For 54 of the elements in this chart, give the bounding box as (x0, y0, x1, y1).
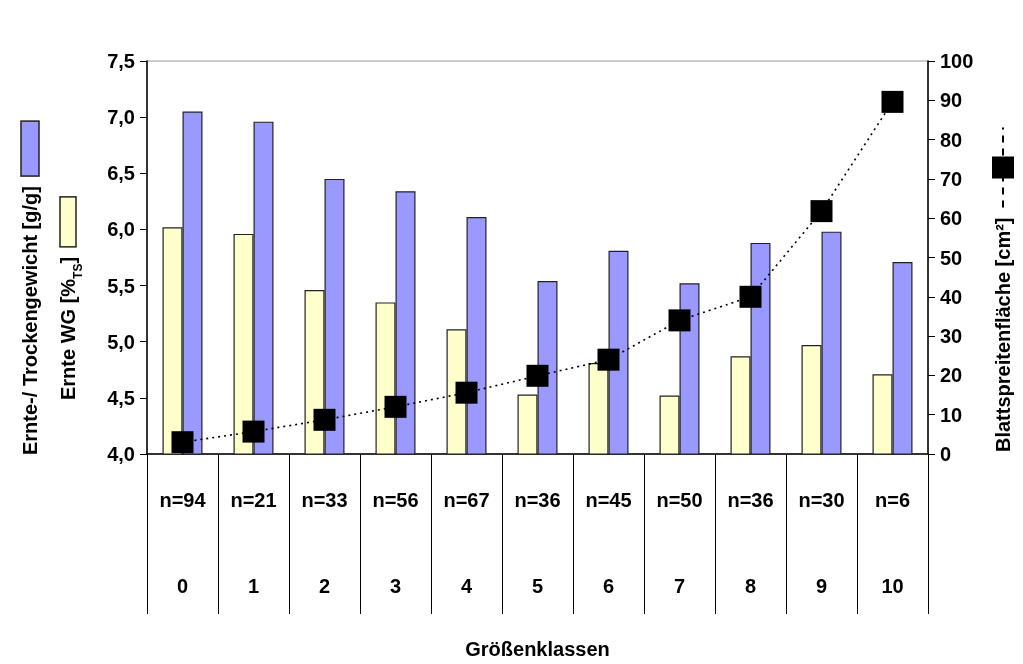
y-tick-label: 5,0 (107, 330, 135, 353)
text: n=50 (656, 489, 703, 511)
point (810, 200, 833, 223)
y2-tick-label: 30 (940, 325, 963, 348)
y2-tick-label: 100 (940, 50, 974, 72)
text: n=67 (443, 489, 490, 511)
y-tick-label: 7,0 (107, 106, 135, 129)
y2-tick-label: 80 (940, 128, 963, 151)
x-tick-label: 6 (602, 575, 615, 597)
x-tick-label: 3 (389, 575, 402, 597)
y-tick-label: 6,0 (107, 218, 135, 241)
text: n=36 (727, 489, 774, 511)
text: n=94 (159, 489, 207, 511)
y2-axis-title: Blattspreitenfläche [cm²] (992, 217, 1014, 452)
point (881, 90, 904, 113)
x-tick-label: 7 (673, 575, 686, 597)
y2-tick-label: 70 (940, 167, 963, 190)
y2-tick-label: 90 (940, 89, 963, 112)
x-tick-label: 1 (247, 575, 260, 597)
text: n=56 (372, 489, 419, 511)
text: n=36 (514, 489, 561, 511)
x-tick-label: 0 (176, 575, 189, 597)
y-tick-label: 4,5 (107, 386, 135, 409)
x-tick-label: 5 (531, 575, 544, 597)
point (384, 395, 407, 418)
point (597, 348, 620, 371)
y2-tick-label: 40 (940, 285, 963, 308)
x-tick-label: 2 (318, 575, 331, 597)
y2-tick-label: 10 (940, 403, 963, 426)
x-tick-label: 4 (460, 575, 473, 597)
x-tick-label: 10 (881, 575, 904, 597)
y2-tick-label: 50 (940, 246, 963, 269)
text: n=6 (874, 489, 911, 511)
x-tick-label: 8 (744, 575, 757, 597)
y-tick-label: 7,5 (107, 50, 135, 72)
y-tick-label: 4,0 (107, 443, 135, 465)
text: n=33 (301, 489, 348, 511)
point (455, 381, 478, 404)
text: n=45 (585, 489, 632, 511)
point (526, 364, 549, 387)
point (739, 285, 762, 308)
x-axis-title: Größenklassen (465, 638, 610, 660)
point (242, 420, 265, 443)
text: n=30 (798, 489, 845, 511)
point (313, 408, 336, 431)
x-tick-label: 9 (815, 575, 828, 597)
point (171, 431, 194, 454)
y2-tick-label: 0 (940, 443, 952, 465)
y-tick-label: 5,5 (107, 274, 135, 297)
y-tick-label: 6,5 (107, 162, 135, 185)
point (668, 309, 691, 332)
y2-tick-label: 60 (940, 207, 963, 230)
y2-tick-label: 20 (940, 364, 963, 387)
text: n=21 (230, 489, 277, 511)
